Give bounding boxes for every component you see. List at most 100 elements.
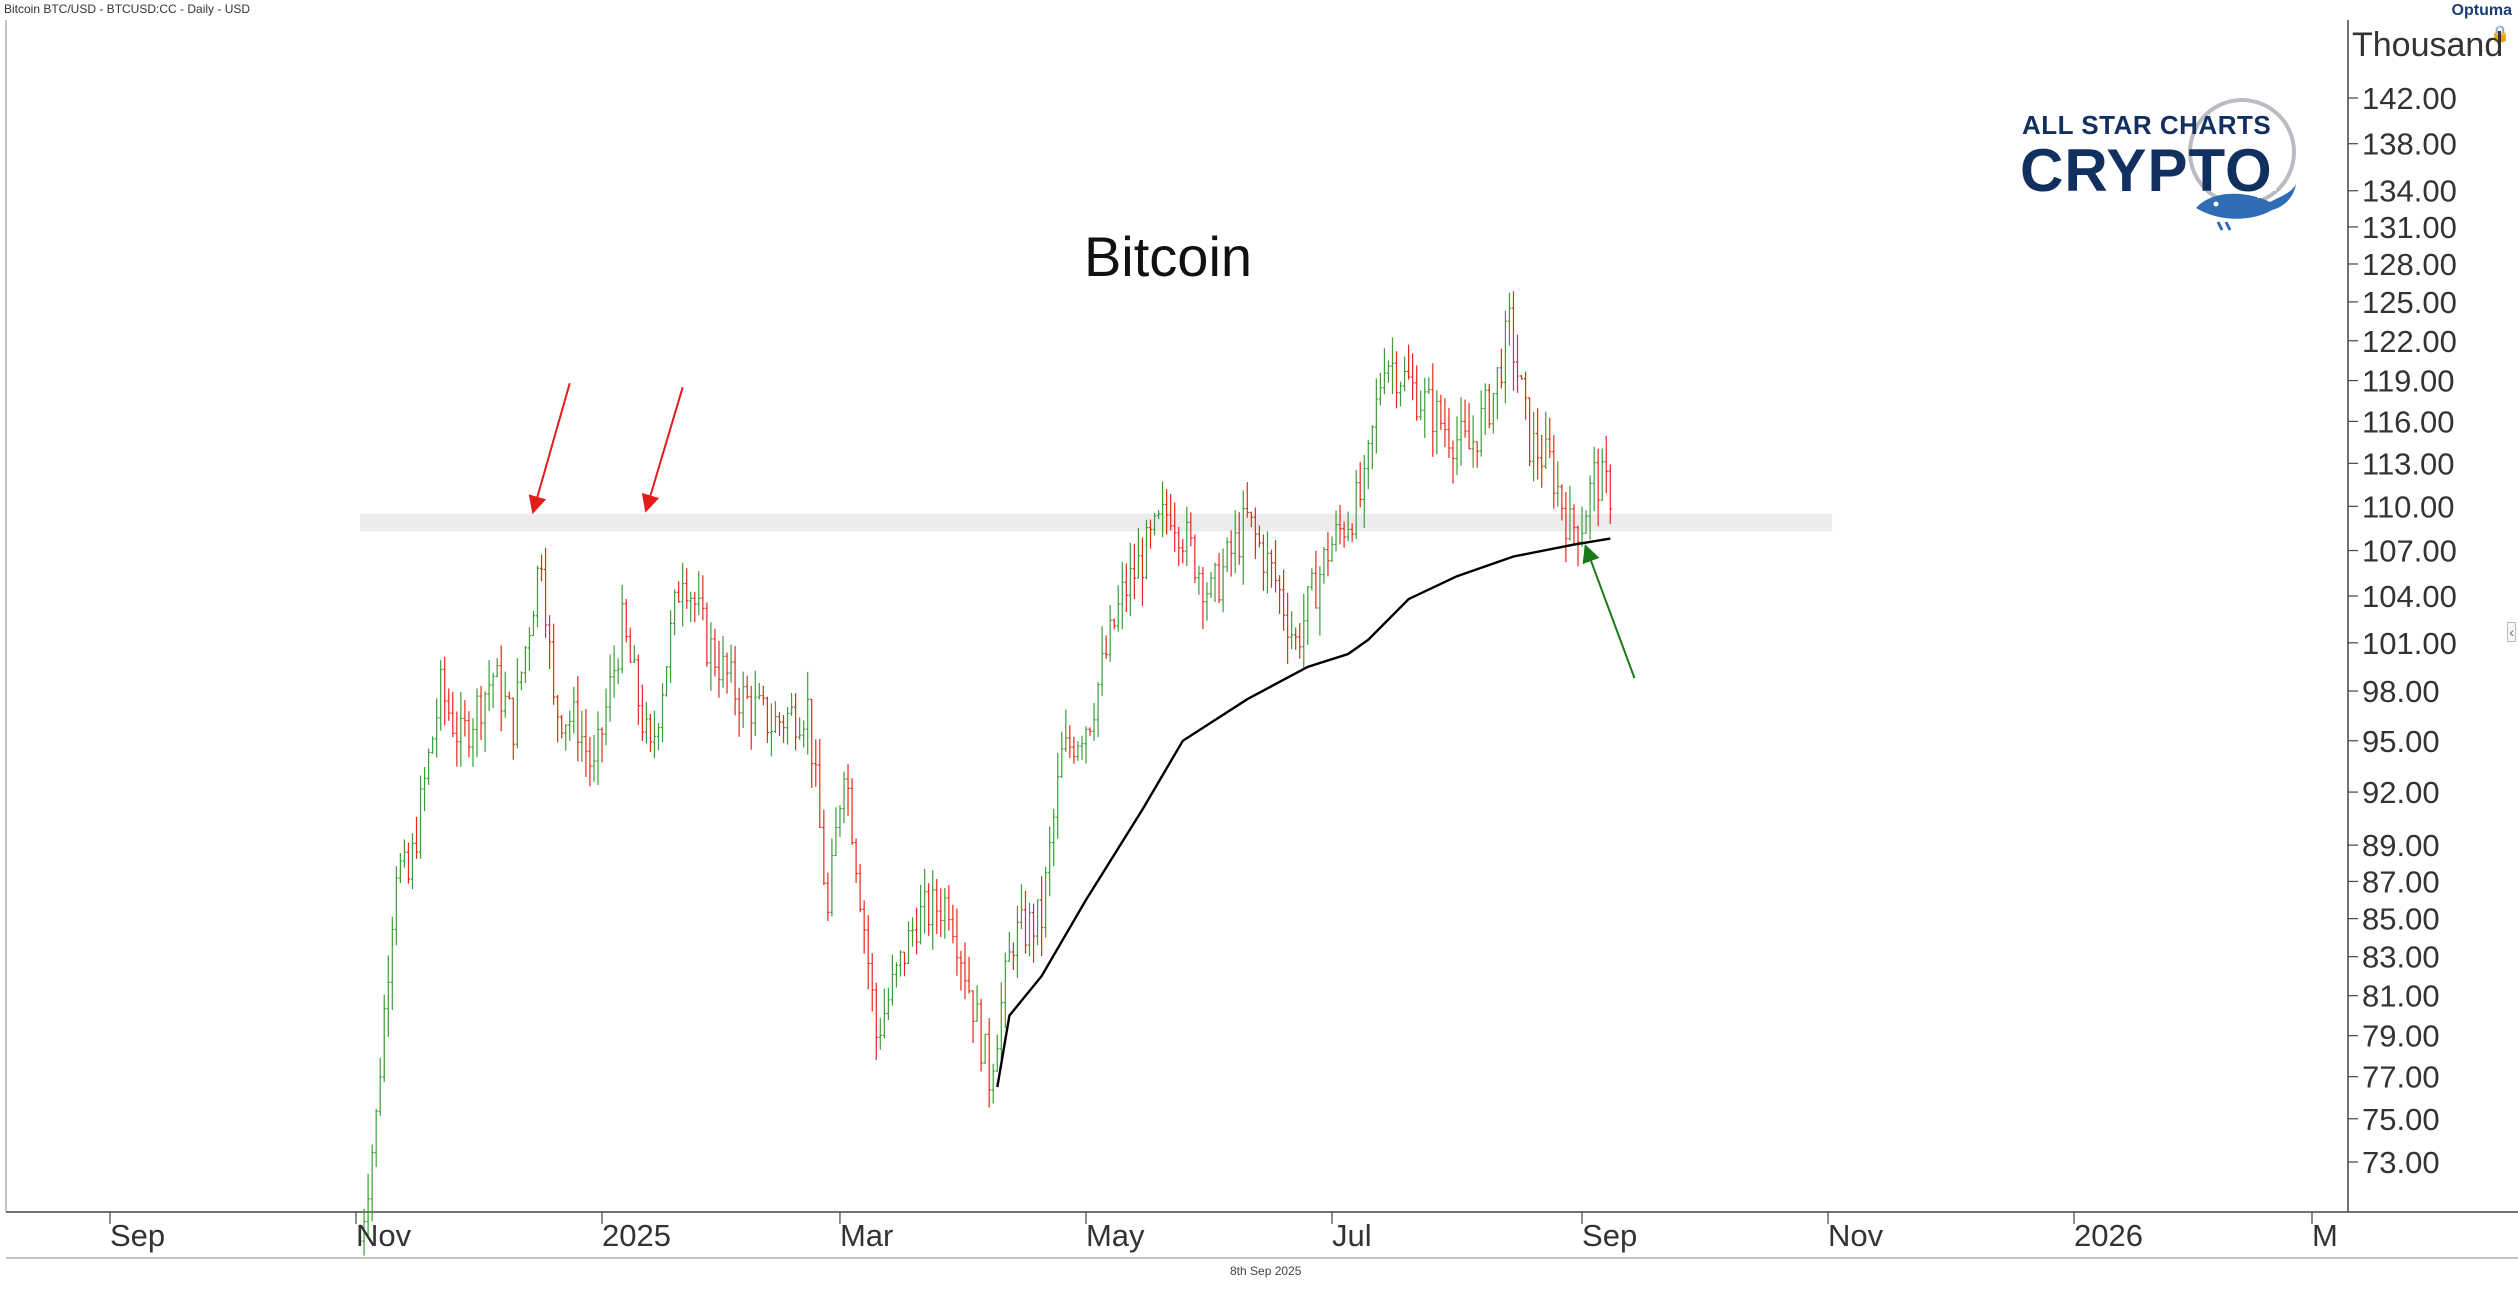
candle bbox=[1088, 727, 1092, 736]
candle bbox=[580, 710, 584, 762]
candle bbox=[390, 916, 394, 1011]
candle bbox=[503, 671, 507, 718]
candle bbox=[681, 562, 685, 627]
candle bbox=[1479, 390, 1483, 457]
candle bbox=[1447, 408, 1451, 459]
price-tick-label: 79.00 bbox=[2362, 1019, 2440, 1054]
candle bbox=[709, 622, 713, 691]
candle bbox=[366, 1173, 370, 1239]
candle bbox=[959, 950, 963, 991]
candle bbox=[1427, 377, 1431, 394]
candle bbox=[527, 627, 532, 671]
candle bbox=[1415, 365, 1419, 421]
candle bbox=[1060, 731, 1064, 778]
candle bbox=[1197, 565, 1201, 595]
candle bbox=[1044, 866, 1048, 938]
candle bbox=[1249, 511, 1253, 528]
candle bbox=[431, 736, 435, 754]
candle bbox=[556, 694, 560, 743]
candle bbox=[568, 710, 572, 741]
candle bbox=[362, 1208, 366, 1256]
candle bbox=[1455, 416, 1459, 476]
candle bbox=[616, 658, 620, 685]
candle bbox=[1572, 504, 1576, 545]
lock-icon[interactable]: 🔒 bbox=[2490, 26, 2510, 43]
candle bbox=[1350, 523, 1354, 542]
candle bbox=[914, 907, 919, 955]
candle bbox=[1411, 353, 1415, 401]
candle bbox=[1499, 348, 1503, 389]
chart-header-title: Bitcoin BTC/USD - BTCUSD:CC - Daily - US… bbox=[4, 2, 251, 16]
candle bbox=[1528, 397, 1532, 467]
candle bbox=[1511, 291, 1516, 391]
candle bbox=[785, 707, 790, 745]
candle bbox=[947, 885, 951, 931]
time-axis: Sep Nov 2025 Mar May Jul Sep Nov 2026 M bbox=[109, 1212, 2338, 1253]
candle bbox=[515, 658, 519, 749]
candle bbox=[1040, 876, 1044, 957]
candle bbox=[1209, 571, 1213, 598]
candle bbox=[1056, 752, 1060, 839]
candle bbox=[1116, 585, 1120, 632]
candle bbox=[1495, 367, 1499, 420]
candle bbox=[1011, 942, 1015, 971]
candle bbox=[1019, 884, 1024, 930]
resistance-zone bbox=[360, 513, 1833, 532]
candle bbox=[858, 864, 862, 913]
candle bbox=[1217, 552, 1221, 604]
candle bbox=[919, 884, 923, 945]
candle bbox=[531, 611, 536, 637]
candle bbox=[1463, 399, 1467, 438]
candle bbox=[983, 1033, 987, 1064]
candle bbox=[677, 581, 681, 603]
candle bbox=[539, 554, 544, 582]
candle bbox=[1394, 351, 1399, 409]
candle bbox=[1269, 549, 1274, 588]
candle bbox=[1080, 735, 1084, 761]
candle bbox=[386, 955, 390, 1037]
candle bbox=[1290, 611, 1294, 650]
candle bbox=[781, 715, 786, 743]
resistance-arrow-dec bbox=[528, 382, 571, 515]
candle bbox=[1366, 440, 1370, 490]
candle bbox=[1169, 494, 1173, 531]
price-tick-label: 104.00 bbox=[2362, 579, 2457, 614]
candle bbox=[1281, 569, 1286, 631]
candle bbox=[358, 1224, 362, 1245]
price-tick-label: 101.00 bbox=[2362, 626, 2457, 661]
candle bbox=[1096, 682, 1100, 738]
price-tick-label: 138.00 bbox=[2362, 127, 2457, 162]
candle bbox=[725, 652, 729, 694]
candle bbox=[802, 720, 806, 748]
candle bbox=[463, 700, 467, 737]
candle bbox=[1491, 392, 1495, 434]
candle bbox=[1588, 475, 1592, 540]
price-tick-label: 134.00 bbox=[2362, 174, 2457, 209]
candle bbox=[713, 628, 717, 677]
candle bbox=[1189, 512, 1193, 547]
candle bbox=[394, 866, 398, 946]
candle bbox=[1245, 482, 1249, 518]
candle bbox=[1342, 521, 1346, 548]
candle bbox=[628, 627, 632, 663]
candle bbox=[874, 982, 878, 1061]
candle bbox=[830, 838, 834, 917]
candle bbox=[414, 816, 419, 859]
candle bbox=[1451, 440, 1455, 484]
candle bbox=[507, 691, 511, 700]
candle bbox=[1419, 390, 1423, 421]
candle bbox=[374, 1109, 378, 1168]
candle bbox=[1338, 505, 1342, 545]
candle bbox=[1193, 534, 1197, 583]
collapse-panel-icon[interactable]: ‹ bbox=[2507, 622, 2516, 642]
candle bbox=[1330, 536, 1334, 563]
candle bbox=[878, 1017, 882, 1050]
brand-line-2: CRYPTO bbox=[2020, 137, 2273, 204]
candle bbox=[1068, 725, 1072, 758]
candle bbox=[1548, 417, 1552, 458]
price-axis: 73.00 75.00 77.00 79.00 81.00 83.0085.0087.00… bbox=[2348, 81, 2457, 1180]
candle bbox=[1471, 415, 1475, 468]
candle bbox=[979, 998, 983, 1072]
candle bbox=[1253, 507, 1257, 559]
